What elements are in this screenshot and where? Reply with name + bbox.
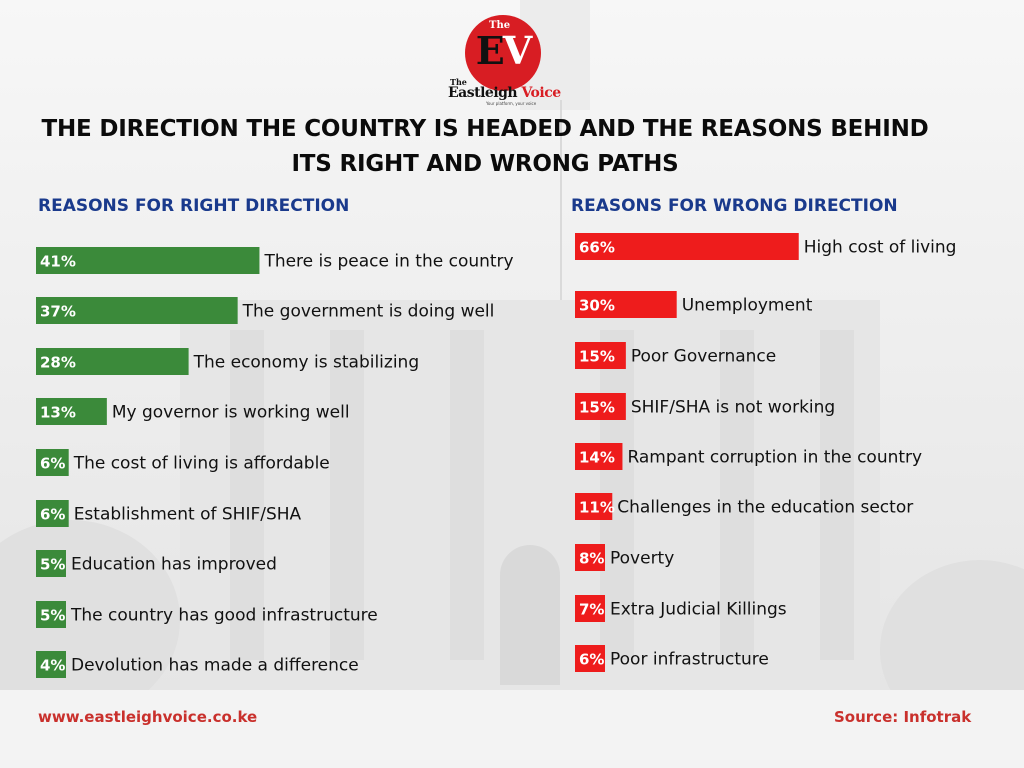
right-direction-value-label: 28%: [40, 354, 76, 372]
logo-badge-text: The: [489, 20, 511, 31]
logo-badge: [465, 15, 541, 91]
wrong-direction-category-label: Unemployment: [682, 296, 813, 316]
wrong-direction-category-label: SHIF/SHA is not working: [631, 398, 835, 418]
right-direction-value-label: 6%: [40, 506, 65, 524]
wrong-direction-bar: [575, 291, 677, 318]
right-direction-bar: [36, 348, 189, 375]
right-direction-value-label: 4%: [40, 657, 65, 675]
right-direction-bar: [36, 297, 238, 324]
wrong-direction-value-label: 15%: [579, 399, 615, 417]
wrong-direction-value-label: 11%: [579, 499, 615, 517]
wrong-direction-value-label: 7%: [579, 601, 604, 619]
wrong-direction-value-label: 14%: [579, 449, 615, 467]
right-direction-category-label: Devolution has made a difference: [71, 656, 359, 676]
right-direction-heading: REASONS FOR RIGHT DIRECTION: [38, 196, 350, 216]
right-direction-value-label: 13%: [40, 404, 76, 422]
wrong-direction-value-label: 15%: [579, 348, 615, 366]
wrong-direction-category-label: Extra Judicial Killings: [610, 600, 787, 620]
source-credit: Source: Infotrak: [834, 708, 972, 726]
title-line-2: ITS RIGHT AND WRONG PATHS: [291, 151, 679, 177]
logo-tagline: Your platform, your voice: [486, 101, 537, 106]
wrong-direction-category-label: Poverty: [610, 549, 674, 569]
logo: The EV The Eastleigh Voice Your platform…: [448, 15, 562, 110]
website-link[interactable]: www.eastleighvoice.co.ke: [38, 708, 258, 726]
wrong-direction-category-label: Poor Governance: [631, 347, 776, 367]
right-direction-value-label: 5%: [40, 607, 65, 625]
wrong-direction-bar: [575, 342, 626, 369]
wrong-direction-category-label: Poor infrastructure: [610, 650, 769, 670]
wrong-direction-value-label: 8%: [579, 550, 604, 568]
wrong-direction-bar: [575, 393, 626, 420]
right-direction-category-label: The government is doing well: [242, 302, 495, 322]
right-direction-category-label: There is peace in the country: [263, 252, 513, 272]
right-direction-bar: [36, 449, 69, 476]
logo-monogram: EV: [475, 28, 532, 73]
right-direction-category-label: Establishment of SHIF/SHA: [74, 505, 302, 525]
wrong-direction-category-label: High cost of living: [804, 238, 957, 258]
right-direction-bar: [36, 601, 66, 628]
right-direction-value-label: 5%: [40, 556, 65, 574]
right-direction-category-label: My governor is working well: [112, 403, 350, 423]
title-line-1: THE DIRECTION THE COUNTRY IS HEADED AND …: [41, 116, 929, 142]
wrong-direction-category-label: Rampant corruption in the country: [627, 448, 922, 468]
wrong-direction-category-label: Challenges in the education sector: [617, 498, 913, 518]
wrong-direction-value-label: 30%: [579, 297, 615, 315]
right-direction-category-label: Education has improved: [71, 555, 277, 575]
wrong-direction-heading: REASONS FOR WRONG DIRECTION: [571, 196, 898, 216]
right-direction-value-label: 41%: [40, 253, 76, 271]
right-direction-value-label: 37%: [40, 303, 76, 321]
wrong-direction-bar: [575, 595, 605, 622]
wrong-direction-bar: [575, 544, 605, 571]
logo-wordmark-the: The: [450, 77, 467, 87]
wrong-direction-bar: [575, 493, 613, 520]
wrong-direction-value-label: 66%: [579, 239, 615, 257]
wrong-direction-bar: [575, 443, 623, 470]
right-direction-bar: [36, 247, 260, 274]
page-title: THE DIRECTION THE COUNTRY IS HEADED AND …: [0, 112, 970, 182]
right-direction-bar: [36, 651, 66, 678]
wrong-direction-bar: [575, 645, 605, 672]
right-direction-bar: [36, 550, 66, 577]
right-direction-value-label: 6%: [40, 455, 65, 473]
right-direction-category-label: The country has good infrastructure: [70, 606, 378, 626]
wrong-direction-value-label: 6%: [579, 651, 604, 669]
right-direction-bar: [36, 398, 107, 425]
right-direction-category-label: The cost of living is affordable: [73, 454, 330, 474]
right-direction-bar: [36, 500, 69, 527]
logo-wordmark: Eastleigh Voice: [448, 85, 561, 101]
wrong-direction-bar: [575, 233, 799, 260]
right-direction-category-label: The economy is stabilizing: [193, 353, 420, 373]
